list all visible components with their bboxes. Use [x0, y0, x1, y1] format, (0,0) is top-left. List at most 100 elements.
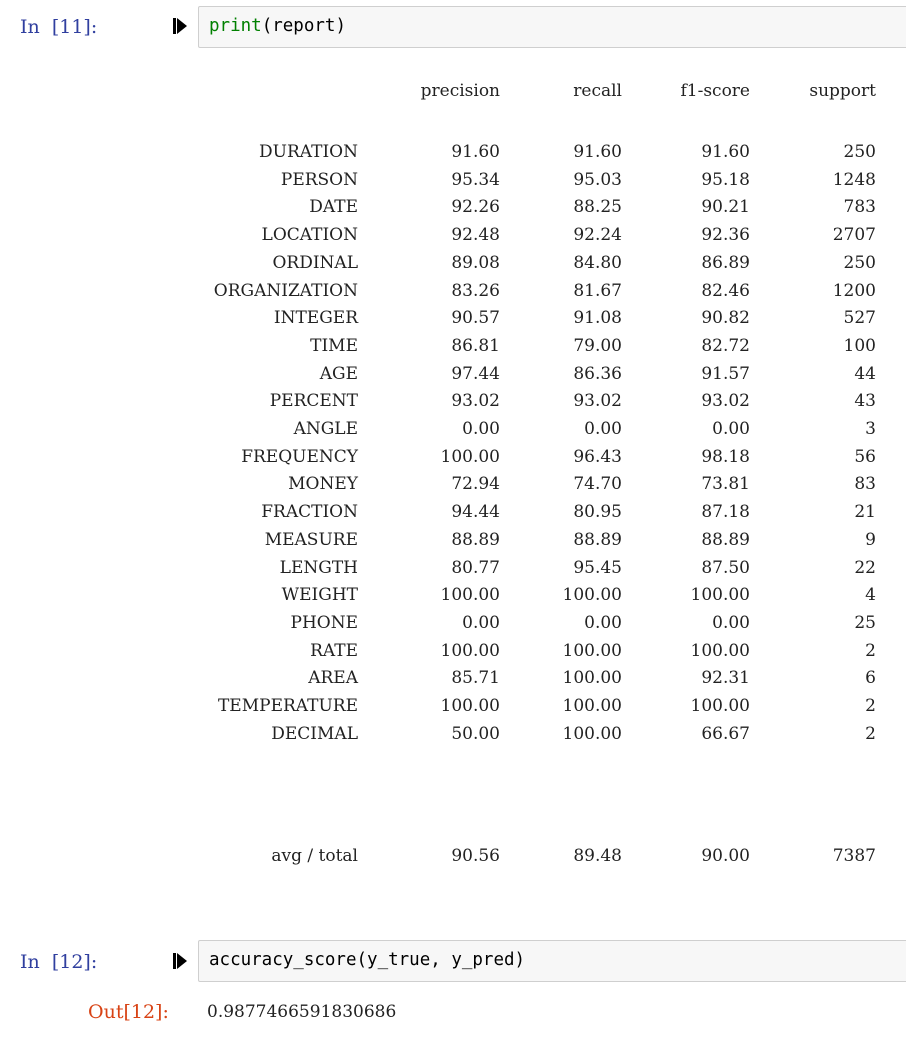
cell-recall: 95.03 — [573, 169, 622, 190]
cell-recall: 80.95 — [573, 502, 622, 523]
cell-recall: 0.00 — [584, 612, 622, 633]
cell-precision: 94.44 — [451, 502, 500, 523]
code-builtin-print: print — [209, 16, 262, 36]
cell-f1: 95.18 — [701, 169, 750, 190]
cell-support: 527 — [843, 308, 876, 329]
cell-precision: 86.81 — [451, 335, 500, 356]
cell-precision: 100.00 — [440, 585, 500, 606]
cell-support: 2 — [865, 640, 876, 661]
row-label: ORDINAL — [272, 252, 358, 273]
cell-support: 6 — [865, 668, 876, 689]
cell-f1: 66.67 — [701, 723, 750, 744]
row-label: MONEY — [288, 474, 358, 495]
cell-recall: 100.00 — [562, 585, 622, 606]
cell-11-code[interactable]: print(report) — [209, 16, 346, 36]
cell-precision: 90.57 — [451, 308, 500, 329]
cell-f1: 92.31 — [701, 668, 750, 689]
cell-11-input[interactable]: print(report) — [198, 6, 906, 48]
header-support: support — [809, 81, 876, 101]
cell-recall: 74.70 — [573, 474, 622, 495]
row-label: LOCATION — [261, 225, 358, 246]
cell-support: 3 — [865, 419, 876, 439]
cell-precision: 92.48 — [451, 225, 500, 246]
row-label: TIME — [310, 335, 358, 356]
cell-f1: 82.46 — [701, 280, 750, 301]
cell-f1: 91.57 — [701, 363, 750, 384]
row-label: DURATION — [259, 142, 358, 162]
code-args: (report) — [261, 16, 346, 36]
cell-f1: 82.72 — [701, 335, 750, 356]
cell-support: 1200 — [832, 280, 876, 301]
row-label: TEMPERATURE — [217, 696, 358, 716]
cell-12-output: 0.9877466591830686 — [207, 1002, 397, 1022]
cell-support: 1248 — [832, 169, 876, 190]
cell-f1: 90.82 — [701, 308, 750, 329]
cell-12-prompt: In [12]: — [20, 951, 98, 973]
total-precision: 90.56 — [451, 846, 500, 866]
cell-support: 25 — [854, 612, 876, 633]
cell-recall: 100.00 — [562, 696, 622, 716]
cell-recall: 100.00 — [562, 723, 622, 744]
cell-precision: 92.26 — [451, 197, 500, 218]
cell-recall: 79.00 — [573, 335, 622, 356]
cell-recall: 92.24 — [573, 225, 622, 246]
cell-f1: 100.00 — [690, 585, 750, 606]
cell-f1: 98.18 — [701, 446, 750, 467]
row-label: FRACTION — [261, 502, 358, 523]
header-precision: precision — [420, 81, 500, 101]
cell-recall: 86.36 — [573, 363, 622, 384]
cell-support: 43 — [854, 391, 876, 412]
cell-support: 250 — [843, 142, 876, 162]
cell-precision: 0.00 — [462, 419, 500, 439]
header-f1-score: f1-score — [680, 81, 750, 101]
cell-recall: 0.00 — [584, 419, 622, 439]
cell-f1: 87.18 — [701, 502, 750, 523]
row-label: INTEGER — [273, 308, 358, 329]
total-f1: 90.00 — [701, 846, 750, 866]
cell-precision: 100.00 — [440, 446, 500, 467]
cell-f1: 92.36 — [701, 225, 750, 246]
cell-f1: 88.89 — [701, 529, 750, 550]
cell-precision: 0.00 — [462, 612, 500, 633]
cell-f1: 0.00 — [712, 419, 750, 439]
cell-precision: 88.89 — [451, 529, 500, 550]
cell-support: 4 — [865, 585, 876, 606]
total-support: 7387 — [832, 846, 876, 866]
cell-support: 2707 — [832, 225, 876, 246]
run-cell-icon[interactable] — [173, 18, 187, 34]
cell-recall: 93.02 — [573, 391, 622, 412]
cell-precision: 89.08 — [451, 252, 500, 273]
row-label: AREA — [308, 668, 358, 689]
cell-support: 56 — [854, 446, 876, 467]
cell-recall: 96.43 — [573, 446, 622, 467]
cell-precision: 100.00 — [440, 640, 500, 661]
cell-support: 100 — [843, 335, 876, 356]
row-label: AGE — [319, 363, 358, 384]
cell-f1: 0.00 — [712, 612, 750, 633]
cell-support: 2 — [865, 723, 876, 744]
cell-12-code[interactable]: accuracy_score(y_true, y_pred) — [209, 950, 526, 970]
cell-f1: 100.00 — [690, 640, 750, 661]
cell-recall: 88.25 — [573, 197, 622, 218]
cell-recall: 95.45 — [573, 557, 622, 578]
cell-precision: 80.77 — [451, 557, 500, 578]
run-cell-icon[interactable] — [173, 953, 187, 969]
total-label: avg / total — [271, 846, 358, 866]
cell-recall: 91.08 — [573, 308, 622, 329]
cell-precision: 83.26 — [451, 280, 500, 301]
cell-11-prompt: In [11]: — [20, 16, 98, 38]
cell-precision: 85.71 — [451, 668, 500, 689]
cell-f1: 87.50 — [701, 557, 750, 578]
cell-support: 9 — [865, 529, 876, 550]
cell-support: 250 — [843, 252, 876, 273]
cell-precision: 100.00 — [440, 696, 500, 716]
cell-recall: 100.00 — [562, 640, 622, 661]
row-label: MEASURE — [264, 529, 358, 550]
row-label: PERSON — [280, 169, 358, 190]
cell-support: 21 — [854, 502, 876, 523]
row-label: DECIMAL — [271, 723, 358, 744]
cell-support: 44 — [854, 363, 876, 384]
cell-12-input[interactable]: accuracy_score(y_true, y_pred) — [198, 940, 906, 982]
row-label: FREQUENCY — [241, 446, 358, 467]
cell-support: 83 — [854, 474, 876, 495]
